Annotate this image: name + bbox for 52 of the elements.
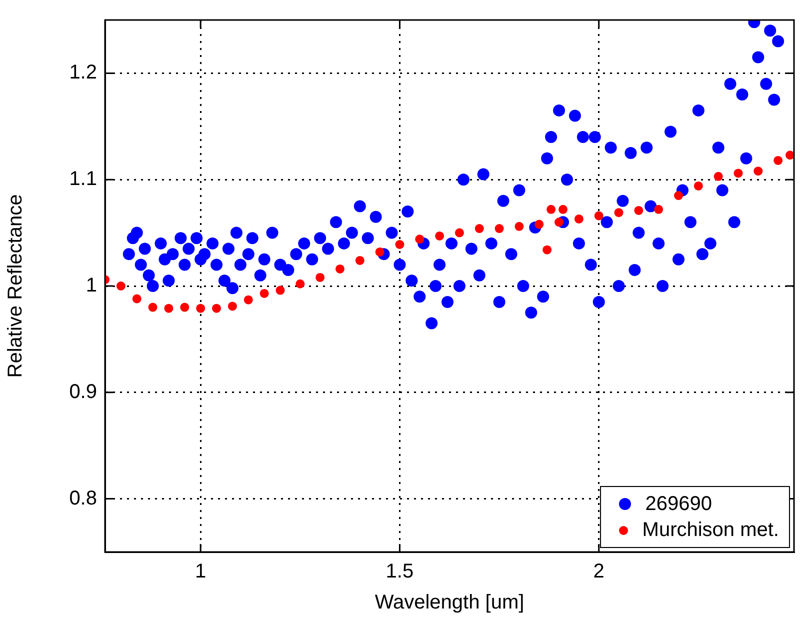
y-axis-title: Relative Reflectance: [4, 194, 27, 378]
x-tick-label: 1: [195, 560, 206, 583]
point: [395, 240, 404, 250]
point: [546, 204, 556, 214]
y-tick-label: 1.1: [69, 168, 97, 190]
point: [558, 204, 568, 214]
point: [415, 234, 424, 244]
point: [754, 166, 763, 176]
point: [435, 231, 444, 240]
point: [335, 264, 344, 274]
point: [654, 204, 664, 214]
point: [454, 228, 464, 238]
point: [542, 245, 552, 254]
point: [260, 288, 269, 298]
point: [148, 302, 158, 312]
point: [514, 222, 524, 231]
point: [534, 220, 544, 229]
point: [614, 208, 624, 218]
point: [734, 168, 743, 178]
y-tick-label: 0.8: [69, 487, 97, 510]
point: [355, 256, 364, 265]
point: [212, 304, 222, 313]
point: [574, 214, 584, 224]
point: [375, 247, 384, 256]
y-tick-label: 0.9: [69, 380, 97, 403]
point: [594, 211, 604, 220]
point: [316, 272, 325, 282]
point: [674, 191, 684, 200]
point: [634, 206, 644, 215]
x-axis-title: Wavelength [um]: [374, 592, 524, 614]
point: [276, 286, 285, 295]
point: [474, 224, 484, 234]
point: [228, 302, 237, 311]
point: [694, 181, 703, 190]
point: [244, 295, 253, 304]
point: [196, 304, 206, 313]
legend-label: Murchison met.: [642, 518, 779, 543]
point: [714, 172, 723, 181]
legend-label: 269690: [645, 492, 712, 517]
point: [132, 294, 142, 304]
point: [116, 282, 126, 290]
point: [786, 150, 794, 160]
point: [180, 302, 190, 312]
point: [554, 218, 564, 227]
x-tick-label: 1.5: [386, 560, 414, 583]
y-tick-label: 1: [86, 274, 97, 297]
y-tick-label: 1.2: [69, 62, 97, 84]
point: [296, 279, 305, 288]
point: [494, 224, 504, 234]
x-tick-label: 2: [593, 560, 604, 583]
point: [164, 304, 174, 313]
point: [774, 156, 783, 165]
